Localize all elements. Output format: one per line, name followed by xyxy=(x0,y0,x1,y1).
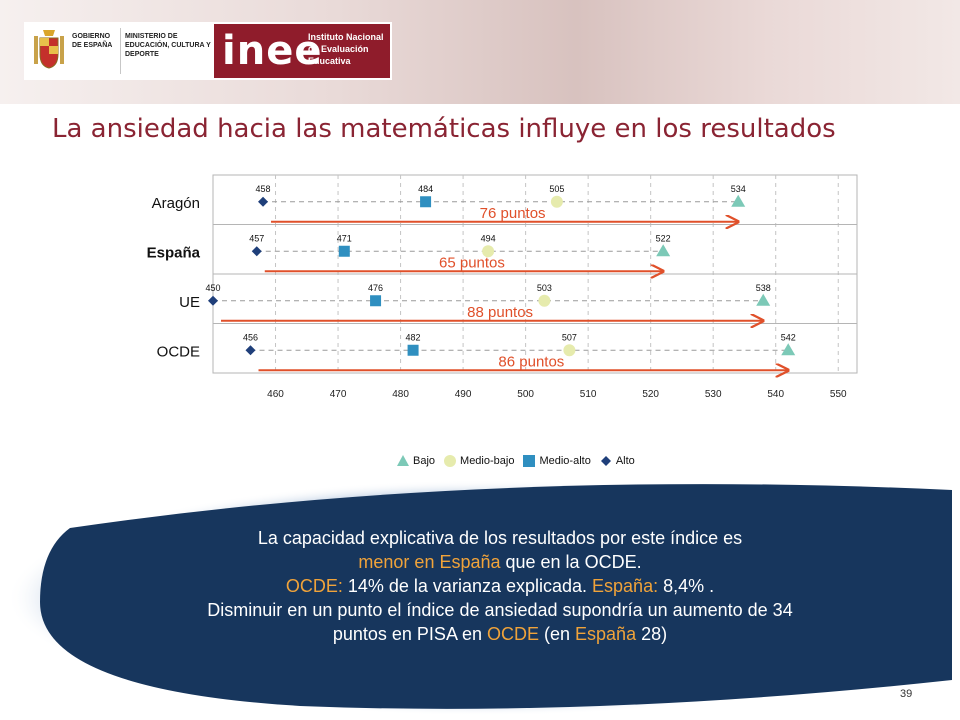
legend-label: Alto xyxy=(615,455,635,467)
data-label: 476 xyxy=(368,283,383,293)
x-tick-label: 520 xyxy=(642,389,659,400)
coat-of-arms-icon xyxy=(34,30,64,69)
page-number: 39 xyxy=(900,688,913,700)
x-tick-label: 540 xyxy=(767,389,784,400)
inee-wordmark: inee xyxy=(222,28,322,74)
x-tick-label: 490 xyxy=(455,389,472,400)
gov-label: GOBIERNO DE ESPAÑA xyxy=(72,33,113,49)
marker-square xyxy=(420,196,432,208)
summary-highlight: menor en España xyxy=(358,552,501,572)
marker-circle xyxy=(482,245,495,258)
summary-text-span: 28) xyxy=(636,624,668,644)
marker-diamond xyxy=(245,345,256,356)
summary-text-span: 14% de la varianza explicada. xyxy=(342,576,593,596)
marker-triangle xyxy=(756,293,771,306)
legend-marker xyxy=(397,455,409,466)
data-label: 450 xyxy=(205,283,220,293)
summary-text: La capacidad explicativa de los resultad… xyxy=(120,526,880,646)
data-label: 456 xyxy=(243,332,258,342)
data-label: 482 xyxy=(406,332,421,342)
logo-panel: GOBIERNO DE ESPAÑA MINISTERIO DE EDUCACI… xyxy=(24,22,392,80)
chart-legend: Bajo Medio-bajo Medio-alto Alto xyxy=(396,452,643,470)
legend-marker xyxy=(523,455,536,467)
legend-marker xyxy=(600,456,611,466)
scatter-chart: 460 470 480 490 500 510 520 530 540 550 Aragón 534 5… xyxy=(147,174,858,400)
summary-text-span: 8,4% . xyxy=(658,576,715,596)
summary-highlight: España xyxy=(575,624,637,644)
data-label: 542 xyxy=(781,332,796,342)
x-tick-label: 500 xyxy=(517,389,534,400)
data-label: 457 xyxy=(249,233,264,243)
marker-triangle xyxy=(781,343,796,356)
data-label: 507 xyxy=(562,332,577,342)
legend-item: Medio-bajo xyxy=(443,454,514,468)
summary-line-1: La capacidad explicativa de los resultad… xyxy=(120,526,880,550)
x-tick-label: 530 xyxy=(705,389,722,400)
institute-label: Instituto Nacional de Evaluación Educati… xyxy=(308,32,384,66)
summary-highlight: España: xyxy=(592,576,659,596)
legend-item: Bajo xyxy=(396,454,435,468)
marker-triangle xyxy=(731,194,746,207)
marker-square xyxy=(370,295,382,307)
summary-line-4-text: Disminuir en un punto el índice de ansie… xyxy=(207,600,793,620)
data-label: 471 xyxy=(337,233,352,243)
x-tick-label: 460 xyxy=(267,389,284,400)
summary-text-span: (en xyxy=(539,624,576,644)
data-label: 503 xyxy=(537,283,552,293)
x-tick-label: 480 xyxy=(392,389,409,400)
summary-line-1-text: La capacidad explicativa de los resultad… xyxy=(257,528,743,548)
logo-divider xyxy=(120,28,121,74)
summary-text-span: que en la OCDE. xyxy=(500,552,642,572)
inee-logo: inee Instituto Nacional de Evaluación Ed… xyxy=(214,24,390,78)
marker-circle xyxy=(550,195,563,208)
gap-label: 65 puntos xyxy=(439,254,505,271)
data-label: 458 xyxy=(256,184,271,194)
legend-label: Medio-bajo xyxy=(460,455,515,467)
marker-diamond xyxy=(208,295,218,306)
marker-circle xyxy=(563,344,576,357)
data-label: 484 xyxy=(418,184,433,194)
category-label: Aragón xyxy=(152,195,200,212)
data-label: 522 xyxy=(656,233,671,243)
legend-item: Alto xyxy=(599,454,635,468)
data-label: 534 xyxy=(731,184,746,194)
x-tick-label: 510 xyxy=(580,389,597,400)
summary-line-3: OCDE: 14% de la varianza explicada. Espa… xyxy=(120,574,880,598)
data-label: 494 xyxy=(481,233,496,243)
gap-label: 88 puntos xyxy=(467,304,533,321)
legend-marker xyxy=(444,455,457,467)
x-tick-label: 470 xyxy=(330,389,347,400)
gap-label: 86 puntos xyxy=(498,353,564,370)
category-label: UE xyxy=(179,294,200,311)
legend-label: Bajo xyxy=(413,455,436,467)
summary-line-2: menor en España que en la OCDE. xyxy=(120,550,880,574)
summary-highlight: OCDE xyxy=(486,624,539,644)
category-label: España xyxy=(147,244,201,261)
marker-diamond xyxy=(251,246,262,257)
summary-ellipse xyxy=(7,480,960,716)
marker-square xyxy=(407,344,419,356)
data-label: 538 xyxy=(756,283,771,293)
ministry-label: MINISTERIO DE EDUCACIÓN, CULTURA Y DEPOR… xyxy=(125,33,211,58)
summary-highlight: OCDE: xyxy=(285,576,343,596)
marker-triangle xyxy=(656,244,671,257)
x-tick-label: 550 xyxy=(830,389,847,400)
marker-diamond xyxy=(258,196,269,207)
summary-text-span: puntos en PISA en xyxy=(332,624,487,644)
legend-item: Medio-alto xyxy=(522,454,591,468)
summary-line-5: puntos en PISA en OCDE (en España 28) xyxy=(120,622,880,646)
summary-line-4: Disminuir en un punto el índice de ansie… xyxy=(120,598,880,622)
legend-label: Medio-alto xyxy=(539,455,591,467)
category-label: OCDE xyxy=(157,343,200,360)
page-title: La ansiedad hacia las matemáticas influy… xyxy=(52,114,836,144)
marker-circle xyxy=(538,294,551,307)
inee-wordmark-text: inee xyxy=(222,28,323,74)
gap-label: 76 puntos xyxy=(480,205,546,222)
data-label: 505 xyxy=(549,184,564,194)
marker-square xyxy=(338,245,350,257)
